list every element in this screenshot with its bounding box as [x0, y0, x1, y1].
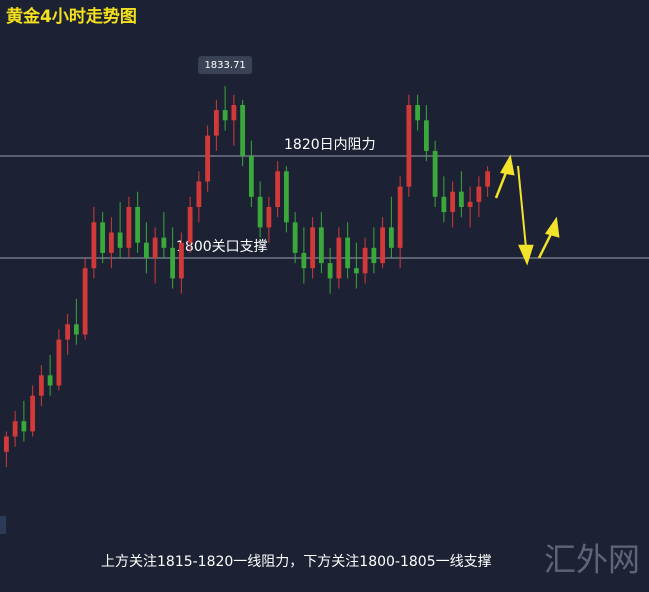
candle-body: [91, 222, 97, 269]
candle-body: [406, 105, 412, 187]
side-tab: [0, 516, 6, 534]
candle-body: [257, 196, 263, 228]
candle-body: [213, 110, 219, 136]
candle-body: [362, 247, 368, 274]
candle-body: [100, 222, 106, 253]
candle-body: [47, 375, 53, 386]
candle-body: [152, 237, 158, 258]
candle-body: [143, 242, 149, 258]
candle-body: [380, 227, 386, 264]
candle-body: [353, 268, 359, 274]
candle-body: [196, 181, 202, 207]
candle-body: [301, 252, 307, 269]
candle-body: [30, 395, 36, 432]
level-label: 1800关口支撑: [176, 239, 268, 255]
candle-body: [283, 171, 289, 223]
candle-body: [126, 207, 132, 248]
candle-body: [467, 201, 473, 207]
candle-body: [266, 207, 272, 228]
candle-body: [108, 232, 114, 253]
candle-body: [65, 324, 71, 340]
candle-body: [450, 191, 456, 213]
candle-body: [56, 339, 62, 386]
candle-body: [12, 421, 18, 437]
candle-body: [371, 247, 377, 264]
candle-body: [388, 227, 394, 248]
candle-body: [310, 227, 316, 269]
candle-body: [21, 421, 27, 432]
candle-body: [187, 207, 193, 243]
candle-body: [161, 237, 167, 248]
arrow-head: [544, 216, 560, 238]
candle-body: [117, 232, 123, 248]
candle-body: [336, 237, 342, 279]
note: 上方关注1815-1820一线阻力，下方关注1800-1805一线支撑: [101, 554, 492, 570]
level-label: 1820日内阻力: [284, 137, 376, 153]
candle-body: [441, 196, 447, 213]
candle-body: [38, 375, 44, 396]
candle-body: [415, 105, 421, 121]
candle-body: [292, 222, 298, 253]
arrow-up: [494, 169, 509, 199]
candle-body: [397, 186, 403, 248]
candle-body: [205, 135, 211, 182]
candle-body: [178, 242, 184, 279]
arrow-down: [517, 165, 527, 249]
candle-body: [240, 105, 246, 156]
candle-body: [318, 227, 324, 264]
candle-body: [82, 268, 88, 335]
watermark: 汇外网: [544, 541, 640, 579]
candle-body: [423, 120, 429, 151]
arrow-up: [537, 231, 554, 259]
candle-body: [222, 110, 228, 121]
chart-title: 黄金4小时走势图: [6, 6, 137, 27]
candle-body: [3, 436, 9, 452]
candle-body: [327, 263, 333, 279]
candle-body: [432, 150, 438, 197]
candle-body: [135, 207, 141, 243]
candle-body: [248, 156, 254, 197]
candle-body: [476, 186, 482, 202]
candle-body: [73, 324, 79, 335]
arrow-head: [500, 154, 515, 176]
candle-body: [458, 191, 464, 207]
arrows: [494, 154, 560, 266]
peak-label: 1833.71: [204, 60, 245, 71]
arrow-head: [518, 244, 534, 266]
candle-body: [345, 237, 351, 269]
peak-label-box: [198, 56, 253, 75]
candle-body: [170, 247, 176, 279]
candle-body: [275, 171, 281, 207]
candle-body: [485, 171, 491, 187]
candle-body: [231, 105, 237, 121]
